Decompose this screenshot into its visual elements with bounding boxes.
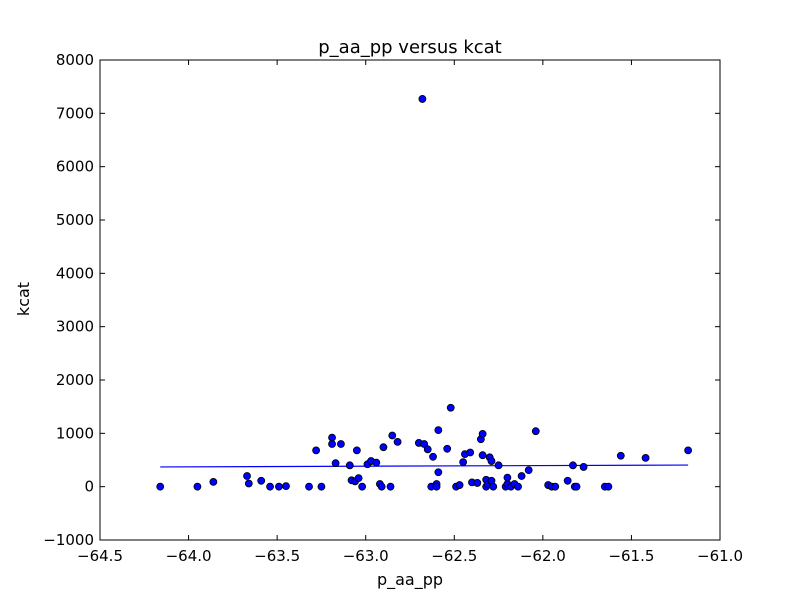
data-point xyxy=(487,457,496,465)
x-tick-label: −64.5 xyxy=(77,547,123,565)
x-tick-label: −63.5 xyxy=(254,547,300,565)
data-point xyxy=(337,440,345,448)
y-tick-label: 0 xyxy=(84,478,94,496)
data-point xyxy=(393,437,402,446)
data-point xyxy=(616,451,625,460)
data-point xyxy=(432,482,441,491)
data-point xyxy=(434,468,443,477)
y-tick-label: 6000 xyxy=(56,158,94,176)
chart-title: p_aa_pp versus kcat xyxy=(318,37,501,58)
data-point xyxy=(551,482,560,491)
y-tick-label: −1000 xyxy=(43,531,94,549)
data-point xyxy=(354,474,363,483)
data-points xyxy=(156,95,693,491)
data-point xyxy=(372,458,381,467)
axis-ticks: −64.5 −64.0 −63.5 −63.0 −62.5 −62.0 −61.5 −61.0… xyxy=(43,51,743,565)
y-tick-label: 5000 xyxy=(56,211,94,229)
data-point xyxy=(517,472,526,480)
data-point xyxy=(331,459,340,468)
data-point xyxy=(489,482,498,491)
data-point xyxy=(358,482,367,491)
data-point xyxy=(473,479,482,487)
y-axis-label: kcat xyxy=(14,282,33,316)
data-point xyxy=(563,476,572,485)
data-point xyxy=(455,481,464,489)
data-point xyxy=(531,427,540,436)
data-point xyxy=(569,461,577,470)
x-tick-label: −62.0 xyxy=(520,547,566,565)
y-tick-label: 3000 xyxy=(56,318,94,336)
data-point xyxy=(459,458,468,467)
x-tick-label: −62.5 xyxy=(431,547,477,565)
data-point xyxy=(305,482,313,491)
data-point xyxy=(388,431,397,440)
y-tick-label: 4000 xyxy=(56,264,94,282)
data-point xyxy=(446,403,455,412)
data-point xyxy=(193,482,202,491)
data-point xyxy=(282,482,290,491)
data-point xyxy=(524,466,533,475)
y-tick-label: 7000 xyxy=(56,104,94,122)
x-tick-label: −63.0 xyxy=(343,547,389,565)
data-point xyxy=(328,433,336,442)
fit-line xyxy=(160,464,689,468)
data-point xyxy=(443,444,452,453)
data-point xyxy=(423,445,432,454)
plot-area xyxy=(99,59,721,541)
data-point xyxy=(257,476,266,485)
y-tick-label: 8000 xyxy=(56,51,94,69)
data-point xyxy=(429,452,437,461)
fit-line-layer xyxy=(160,464,689,468)
data-point xyxy=(478,451,487,460)
data-point xyxy=(345,461,354,470)
data-point xyxy=(514,482,522,491)
y-tick-label: 2000 xyxy=(56,371,94,389)
data-point xyxy=(494,461,503,470)
data-point xyxy=(209,477,218,486)
data-point xyxy=(434,426,443,435)
data-point xyxy=(266,482,274,491)
data-point xyxy=(352,446,361,455)
x-tick-label: −61.5 xyxy=(608,547,654,565)
y-tick-label: 1000 xyxy=(56,424,94,442)
data-point xyxy=(503,473,512,482)
data-point xyxy=(317,482,326,491)
data-point xyxy=(243,472,251,480)
data-point xyxy=(684,446,693,455)
data-point xyxy=(604,482,613,491)
data-point xyxy=(377,482,386,491)
data-point xyxy=(418,95,427,103)
data-point xyxy=(478,429,487,438)
data-point xyxy=(420,440,429,448)
data-point xyxy=(641,453,650,462)
data-point xyxy=(156,482,165,491)
data-point xyxy=(312,446,321,455)
data-point xyxy=(244,479,253,488)
data-point xyxy=(572,482,581,491)
x-tick-label: −64.0 xyxy=(166,547,212,565)
x-axis-label: p_aa_pp xyxy=(377,570,443,590)
data-point xyxy=(328,440,336,448)
x-tick-label: −61.0 xyxy=(697,547,743,565)
data-point xyxy=(466,448,475,457)
data-point xyxy=(379,443,388,452)
data-point xyxy=(275,482,283,491)
data-point xyxy=(579,463,588,471)
data-point xyxy=(386,482,395,491)
